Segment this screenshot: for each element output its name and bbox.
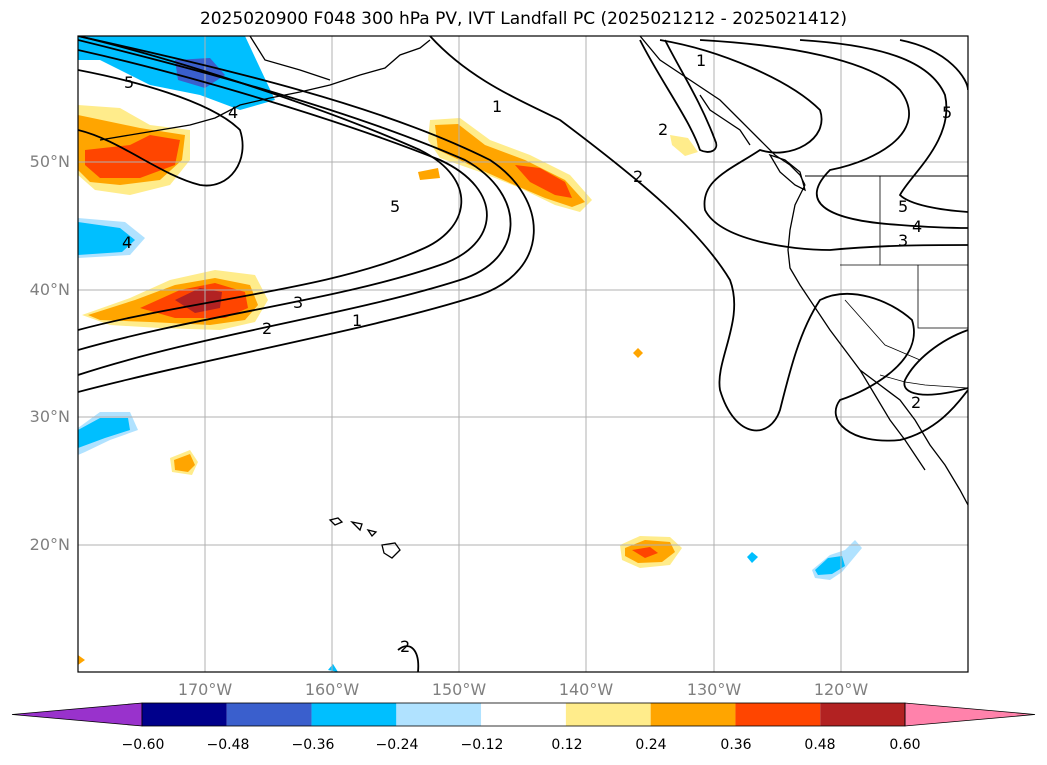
colorbar-segment — [820, 703, 905, 726]
colorbar-tick-label: 0.60 — [889, 737, 921, 753]
colorbar-border — [141, 702, 906, 727]
contour-label: 3 — [898, 231, 908, 250]
contour-label: 1 — [696, 51, 706, 70]
contour-label: 1 — [492, 97, 502, 116]
ivt-contours — [78, 36, 968, 672]
contour-labels: 5 4 1 2 2 5 3 2 1 4 1 2 5 4 3 2 5 — [122, 51, 952, 656]
lat-label: 20°N — [29, 535, 70, 554]
lat-label: 50°N — [29, 152, 70, 171]
lon-label: 150°W — [431, 680, 487, 699]
colorbar-segment — [735, 703, 821, 726]
contour-label: 5 — [390, 197, 400, 216]
contour-label: 1 — [352, 311, 362, 330]
lon-label: 170°W — [177, 680, 233, 699]
contour-label: 2 — [658, 120, 668, 139]
colorbar-segment — [481, 703, 566, 726]
lon-label: 160°W — [304, 680, 360, 699]
contour-label: 5 — [898, 197, 908, 216]
colorbar-tick-label: −0.48 — [206, 737, 250, 753]
colorbar-segment — [11, 702, 143, 727]
contour-label: 4 — [122, 233, 132, 252]
contour-label: 4 — [912, 217, 922, 236]
lat-label: 40°N — [29, 280, 70, 299]
colorbar-tick-label: −0.24 — [375, 737, 419, 753]
coastlines — [99, 36, 968, 559]
colorbar-segment — [226, 703, 312, 726]
colorbar-tick-label: −0.36 — [291, 737, 335, 753]
colorbar-segment — [311, 703, 397, 726]
contour-label: 4 — [228, 103, 238, 122]
lon-label: 140°W — [558, 680, 614, 699]
colorbar-segment — [904, 702, 1036, 727]
colorbar-segment — [396, 703, 482, 726]
lon-label: 130°W — [686, 680, 742, 699]
map-title: 2025020900 F048 300 hPa PV, IVT Landfall… — [199, 9, 847, 29]
colorbar-segment — [565, 703, 651, 726]
contour-label: 2 — [400, 637, 410, 656]
colorbar-tick-label: −0.60 — [121, 737, 165, 753]
colorbar-tick-label: 0.24 — [635, 737, 667, 753]
graticule — [78, 36, 968, 672]
contour-label: 2 — [633, 167, 643, 186]
contour-label: 2 — [911, 393, 921, 412]
colorbar — [11, 702, 1036, 727]
contour-label: 5 — [124, 73, 134, 92]
colorbar-tick-label: −0.12 — [460, 737, 504, 753]
contour-label: 3 — [293, 293, 303, 312]
colorbar-tick-label: 0.48 — [804, 737, 836, 753]
contour-label: 2 — [262, 319, 272, 338]
colorbar-tick-label: 0.12 — [551, 737, 583, 753]
lat-label: 30°N — [29, 407, 70, 426]
colorbar-segment — [650, 703, 736, 726]
colorbar-tick-label: 0.36 — [720, 737, 752, 753]
colorbar-segment — [142, 703, 227, 726]
lon-label: 120°W — [813, 680, 869, 699]
map-frame — [77, 35, 969, 673]
contour-label: 5 — [942, 103, 952, 122]
